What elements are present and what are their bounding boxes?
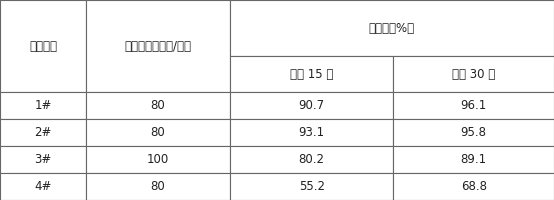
Bar — [86, 173, 230, 200]
Text: 100: 100 — [147, 153, 169, 166]
Text: 2#: 2# — [34, 126, 52, 139]
Bar — [230, 173, 393, 200]
Bar — [230, 119, 393, 146]
Text: 80: 80 — [151, 126, 165, 139]
Text: 药后 30 天: 药后 30 天 — [452, 68, 495, 80]
Bar — [230, 0, 554, 56]
Text: 1#: 1# — [34, 99, 52, 112]
Text: 80: 80 — [151, 180, 165, 193]
Bar — [230, 92, 393, 119]
Text: 制剂使用量（克/亩）: 制剂使用量（克/亩） — [125, 40, 191, 52]
Bar — [86, 92, 230, 119]
Bar — [0, 173, 86, 200]
Bar — [393, 146, 554, 173]
Text: 68.8: 68.8 — [461, 180, 486, 193]
Bar — [86, 146, 230, 173]
Bar — [0, 119, 86, 146]
Bar — [86, 119, 230, 146]
Bar — [86, 0, 230, 92]
Text: 供试药剂: 供试药剂 — [29, 40, 57, 52]
Bar — [0, 0, 86, 92]
Text: 93.1: 93.1 — [299, 126, 325, 139]
Bar — [393, 173, 554, 200]
Bar — [393, 56, 554, 92]
Bar — [393, 92, 554, 119]
Text: 96.1: 96.1 — [460, 99, 487, 112]
Text: 55.2: 55.2 — [299, 180, 325, 193]
Bar — [0, 92, 86, 119]
Text: 95.8: 95.8 — [461, 126, 486, 139]
Text: 4#: 4# — [34, 180, 52, 193]
Bar — [393, 119, 554, 146]
Text: 89.1: 89.1 — [460, 153, 487, 166]
Text: 90.7: 90.7 — [299, 99, 325, 112]
Bar — [0, 146, 86, 173]
Text: 80: 80 — [151, 99, 165, 112]
Text: 3#: 3# — [34, 153, 52, 166]
Bar — [230, 56, 393, 92]
Text: 80.2: 80.2 — [299, 153, 325, 166]
Bar — [230, 146, 393, 173]
Text: 总防效（%）: 总防效（%） — [369, 21, 415, 34]
Text: 药后 15 天: 药后 15 天 — [290, 68, 334, 80]
